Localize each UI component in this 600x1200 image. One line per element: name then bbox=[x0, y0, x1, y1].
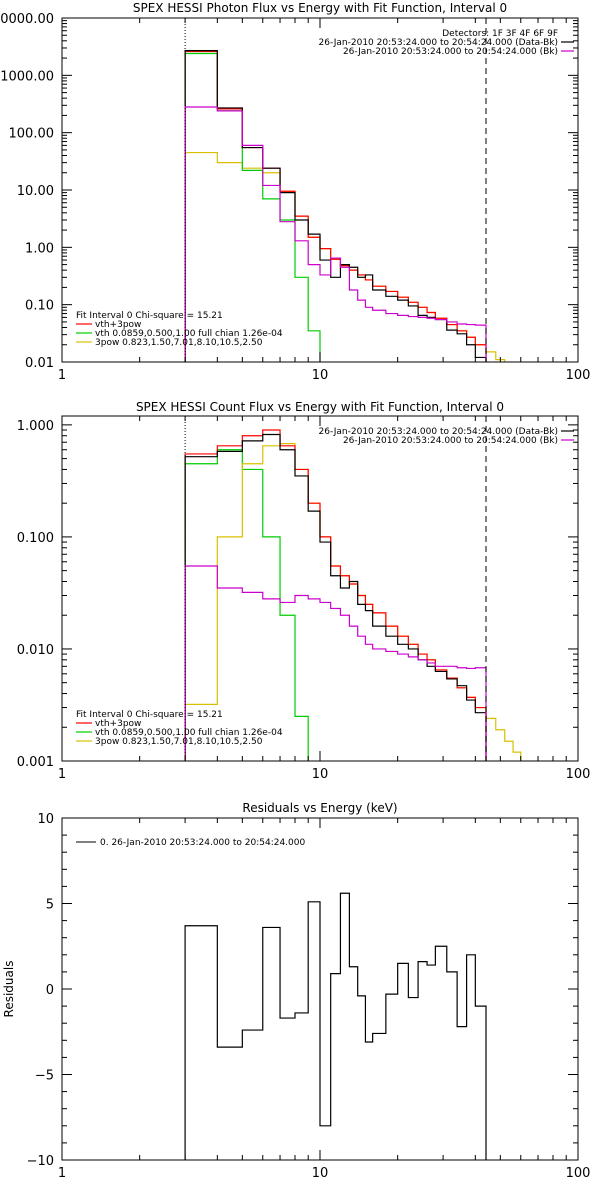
y-tick-label: 0.01 bbox=[25, 356, 54, 371]
chart-title: Residuals vs Energy (keV) bbox=[242, 801, 397, 815]
data-series-2 bbox=[184, 443, 522, 761]
y-tick-label: 1.00 bbox=[25, 241, 54, 256]
y-tick-label: 0.10 bbox=[25, 299, 54, 314]
y-tick-label: 0 bbox=[46, 983, 54, 998]
y-tick-label: 0.010 bbox=[17, 643, 54, 658]
chart-panel-1: SPEX HESSI Photon Flux vs Energy with Fi… bbox=[0, 1, 591, 383]
data-series-3 bbox=[184, 429, 487, 761]
legend-entry: Fit Interval 0 Chi-square = 15.21 bbox=[76, 311, 223, 321]
legend-entry: vth 0.0859,0.500,1.00 full chian 1.26e-0… bbox=[95, 728, 283, 738]
x-tick-label: 10 bbox=[312, 1166, 329, 1181]
x-tick-label: 1 bbox=[58, 767, 66, 782]
legend-entry: 0. 26-Jan-2010 20:53:24.000 to 20:54:24.… bbox=[100, 838, 305, 848]
data-series-1 bbox=[184, 892, 487, 1160]
chart-title: SPEX HESSI Photon Flux vs Energy with Fi… bbox=[133, 1, 507, 15]
y-tick-label: 10.00 bbox=[17, 184, 54, 199]
x-tick-label: 100 bbox=[566, 368, 591, 383]
chart-panel-2: SPEX HESSI Count Flux vs Energy with Fit… bbox=[17, 400, 591, 782]
y-tick-label: 100.00 bbox=[9, 127, 55, 142]
x-tick-label: 10 bbox=[312, 767, 329, 782]
x-tick-label: 10 bbox=[312, 368, 329, 383]
legend-entry: Fit Interval 0 Chi-square = 15.21 bbox=[76, 710, 223, 720]
plot-data bbox=[184, 50, 506, 362]
legend-entry: vth+3pow bbox=[95, 320, 141, 330]
y-tick-label: 5 bbox=[46, 898, 54, 913]
legend-entry: 26-Jan-2010 20:53:24.000 to 20:54:24.000… bbox=[343, 436, 558, 446]
chart-panel-3: Residuals vs Energy (keV) 1 10 100 10 5 0 −5 −10… bbox=[2, 801, 591, 1181]
x-tick-label: 1 bbox=[58, 368, 66, 383]
legend-entry: Detectors: 1F 3F 4F 6F 9F bbox=[442, 29, 558, 39]
legend-entry: 3pow 0.823,1.50,7.01,8.10,10.5,2.50 bbox=[95, 338, 263, 348]
legend-entry: 26-Jan-2010 20:53:24.000 to 20:54:24.000… bbox=[319, 38, 558, 48]
y-axis-label: Residuals bbox=[2, 961, 16, 1018]
y-tick-label: −5 bbox=[35, 1069, 54, 1084]
y-tick-label: 0.001 bbox=[17, 755, 54, 770]
data-series-5 bbox=[184, 106, 487, 362]
y-tick-label: 1000.00 bbox=[0, 69, 54, 84]
x-tick-label: 1 bbox=[58, 1166, 66, 1181]
data-series-4 bbox=[184, 433, 487, 761]
chart-title: SPEX HESSI Count Flux vs Energy with Fit… bbox=[136, 400, 504, 414]
y-tick-label: 0.100 bbox=[17, 531, 54, 546]
plot-data bbox=[184, 429, 522, 761]
legend-entry: 26-Jan-2010 20:53:24.000 to 20:54:24.000… bbox=[343, 47, 558, 57]
legend-entry: vth 0.0859,0.500,1.00 full chian 1.26e-0… bbox=[95, 329, 283, 339]
plot-data bbox=[184, 892, 487, 1160]
data-series-4 bbox=[184, 50, 487, 362]
legend-entry: 26-Jan-2010 20:53:24.000 to 20:54:24.000… bbox=[319, 427, 558, 437]
legend-entry: 3pow 0.823,1.50,7.01,8.10,10.5,2.50 bbox=[95, 737, 263, 747]
y-tick-label: −10 bbox=[27, 1154, 54, 1169]
x-tick-label: 100 bbox=[566, 767, 591, 782]
y-tick-label: 10 bbox=[37, 812, 54, 827]
y-tick-label: 1.000 bbox=[17, 419, 54, 434]
x-tick-label: 100 bbox=[566, 1166, 591, 1181]
data-series-5 bbox=[184, 565, 487, 761]
legend-entry: vth+3pow bbox=[95, 719, 141, 729]
